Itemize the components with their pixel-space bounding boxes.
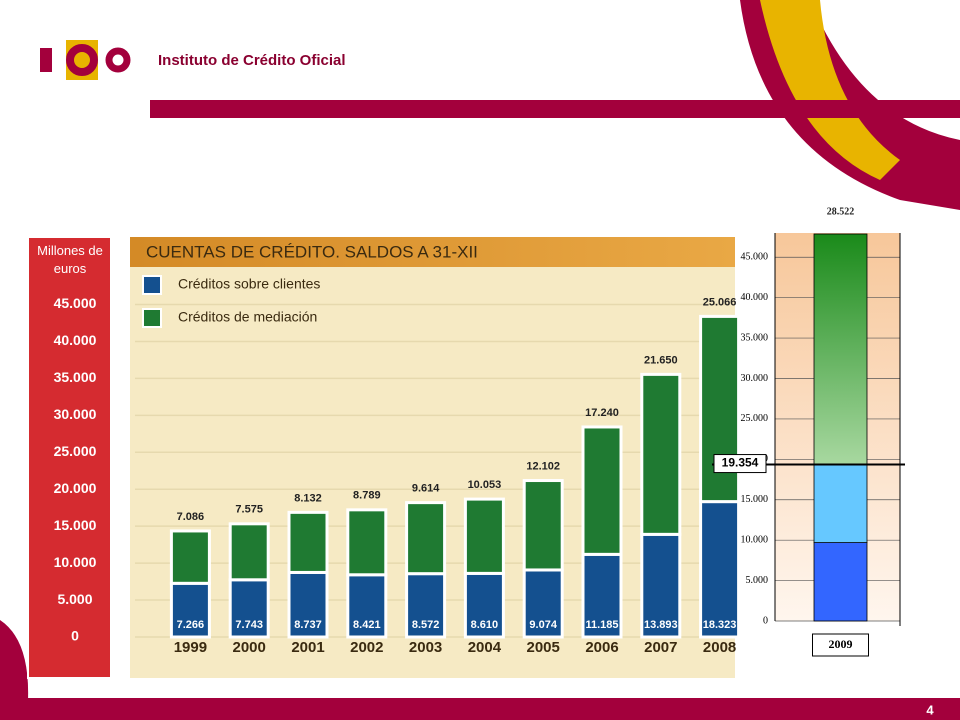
y-tick-label: 25.000: [54, 443, 97, 459]
y-tick-label: 5.000: [746, 575, 769, 586]
value-label: 7.575: [235, 504, 263, 516]
bar-segment: [581, 425, 623, 556]
bar-segment: [346, 508, 388, 577]
x-tick-label: 2009: [829, 637, 853, 651]
annotation-label: 19.354: [722, 456, 759, 470]
value-label: 7.743: [235, 619, 263, 631]
bar-segment: [287, 570, 329, 639]
header-band: [150, 100, 960, 118]
y-tick-label: 25.000: [741, 413, 769, 424]
y-tick-label: 10.000: [54, 554, 97, 570]
header-title: Instituto de Crédito Oficial: [158, 52, 346, 69]
value-label: 8.789: [353, 490, 381, 502]
y-tick-label: 45.000: [741, 252, 769, 263]
bar-segment: [640, 372, 682, 536]
y-tick-label: 15.000: [741, 494, 769, 505]
chart-title: CUENTAS DE CRÉDITO. SALDOS A 31-XII: [146, 242, 478, 261]
bar-segment: [813, 464, 868, 543]
y-tick-label: 35.000: [54, 369, 97, 385]
value-label: 11.185: [585, 619, 618, 631]
x-tick-label: 2008: [703, 639, 736, 656]
x-tick-label: 2003: [409, 639, 442, 656]
decor-corner: [0, 620, 29, 700]
value-label: 28.522: [827, 206, 855, 217]
bar-segment: [522, 568, 564, 639]
legend-swatch: [142, 275, 162, 295]
value-label: 13.893: [644, 619, 678, 631]
value-label: 8.132: [294, 492, 322, 504]
value-label: 18.323: [703, 619, 737, 631]
y-tick-label: 40.000: [54, 332, 97, 348]
bar-segment: [813, 542, 868, 622]
logo: [66, 44, 98, 76]
y-tick-label: 30.000: [54, 406, 97, 422]
bar-segment: [405, 572, 447, 639]
value-label: 17.240: [585, 407, 619, 419]
annotation-box: [713, 454, 767, 474]
title-band: [130, 237, 735, 267]
x-tick-label: 2006: [585, 639, 618, 656]
x-tick-label: 1999: [174, 639, 207, 656]
y-tick-label: 15.000: [54, 517, 97, 533]
page-number: 4: [926, 702, 934, 717]
value-label: 8.421: [353, 619, 381, 631]
legend-swatch: [142, 308, 162, 328]
bar-segment: [463, 497, 505, 575]
logo: [40, 48, 52, 72]
value-label: 7.086: [177, 511, 205, 523]
value-label: 8.610: [471, 619, 499, 631]
x-tick-label: 2007: [644, 639, 677, 656]
decor-arc: [760, 0, 900, 180]
bar-segment: [699, 314, 741, 504]
x-tick-label: 2001: [291, 639, 324, 656]
value-label: 21.650: [644, 354, 678, 366]
value-label: 9.614: [412, 483, 440, 495]
category-box: [812, 633, 869, 657]
y-tick-label: 40.000: [741, 292, 769, 303]
y-axis-label: Millones de euros: [37, 243, 103, 276]
bar-segment: [699, 500, 741, 639]
y-tick-label: 35.000: [741, 332, 769, 343]
x-tick-label: 2004: [468, 639, 502, 656]
bar-segment: [346, 573, 388, 639]
value-label: 8.572: [412, 619, 440, 631]
value-label: 12.102: [526, 460, 560, 472]
y-tick-label: 20.000: [54, 480, 97, 496]
y-tick-label: 0: [71, 628, 79, 644]
bar-segment: [287, 510, 329, 574]
y-tick-label: 5.000: [57, 591, 92, 607]
bar-segment: [813, 233, 868, 465]
bar-segment: [463, 571, 505, 639]
y-tick-label: 45.000: [54, 295, 97, 311]
axis-panel: [27, 236, 112, 679]
logo: [105, 47, 131, 73]
value-label: 9.074: [529, 619, 557, 631]
bar-segment: [405, 501, 447, 576]
value-label: 8.737: [294, 619, 322, 631]
footer-band: [0, 698, 960, 720]
legend-label: Créditos de mediación: [178, 309, 317, 325]
x-tick-label: 2000: [233, 639, 266, 656]
y-tick-label: 0: [763, 615, 768, 626]
bar-segment: [169, 581, 211, 639]
bar-segment: [228, 522, 270, 582]
bar-segment: [581, 552, 623, 639]
value-label: 7.266: [177, 619, 205, 631]
y-tick-label: 30.000: [741, 373, 769, 384]
x-tick-label: 2002: [350, 639, 383, 656]
x-tick-label: 2005: [527, 639, 560, 656]
y-tick-label: 10.000: [741, 534, 769, 545]
bar-segment: [169, 529, 211, 585]
bar-segment: [640, 532, 682, 639]
bar-segment: [522, 479, 564, 572]
value-label: 10.053: [468, 479, 502, 491]
legend-label: Créditos sobre clientes: [178, 276, 320, 292]
value-label: 25.066: [703, 296, 737, 308]
